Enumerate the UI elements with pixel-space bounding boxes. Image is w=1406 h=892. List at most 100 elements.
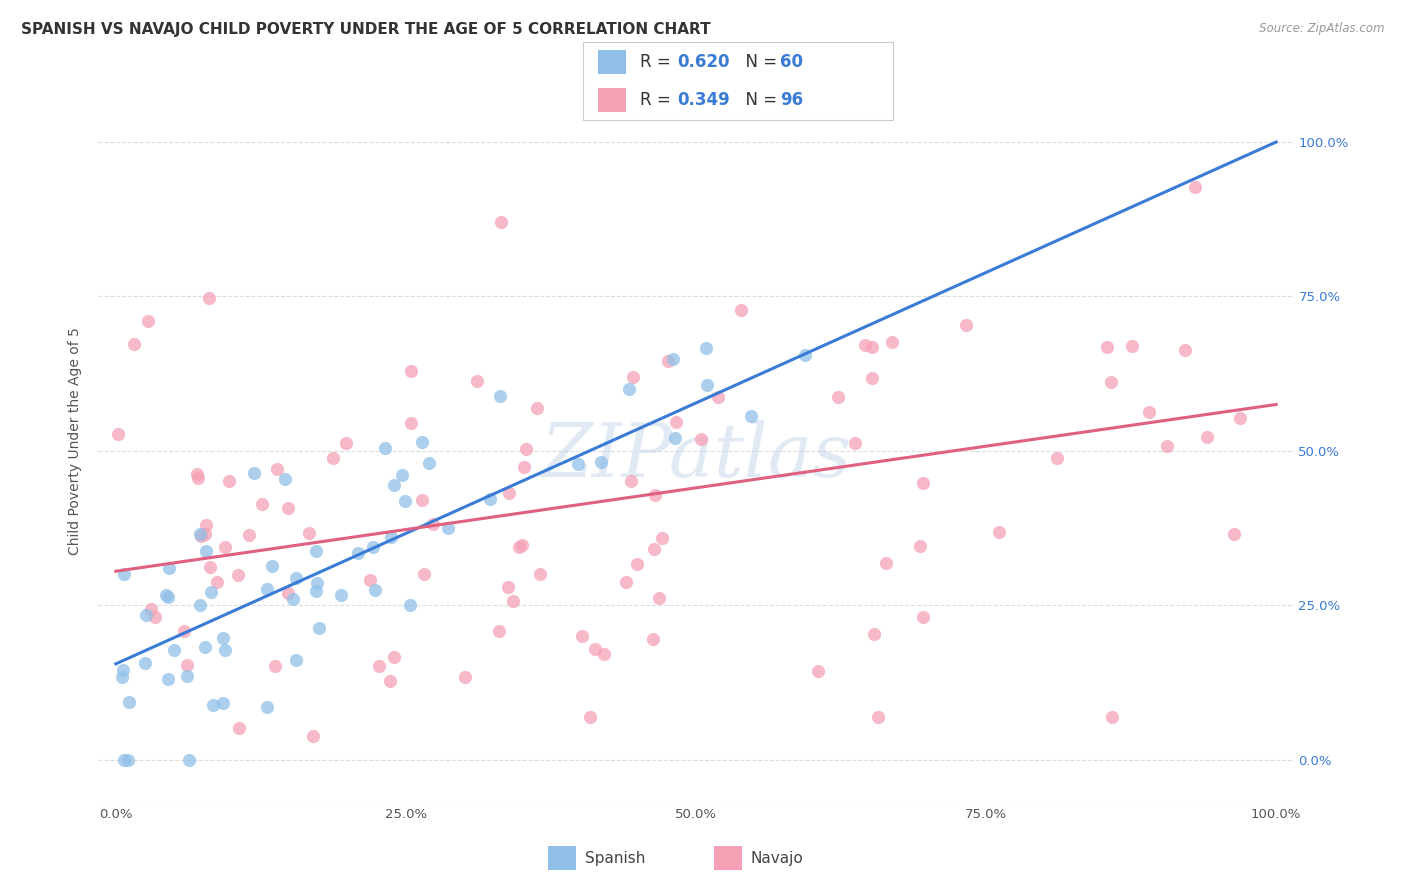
Point (155, 588, 177, 602)
Point (228, 721, 250, 735)
Point (136, 314, 159, 328)
Point (176, 668, 198, 682)
Point (807, 665, 830, 679)
Point (256, 699, 278, 714)
Point (243, 466, 266, 480)
Point (214, 642, 236, 657)
Point (1174, 343, 1197, 357)
Text: 0.620: 0.620 (678, 54, 730, 71)
Point (862, 627, 884, 641)
Point (179, 753, 201, 767)
Point (689, 433, 711, 447)
Text: Source: ZipAtlas.com: Source: ZipAtlas.com (1260, 22, 1385, 36)
Point (987, 524, 1010, 539)
Point (912, 610, 935, 624)
Point (266, 461, 288, 475)
Point (156, 673, 179, 687)
Point (412, 567, 434, 582)
Point (665, 415, 688, 429)
Point (664, 431, 686, 445)
Point (364, 582, 387, 597)
Text: R =: R = (640, 91, 676, 109)
Point (399, 417, 422, 431)
Point (844, 436, 866, 450)
Point (335, 435, 357, 450)
Point (285, 653, 308, 667)
Point (1156, 439, 1178, 453)
Point (1101, 710, 1123, 724)
Point (651, 532, 673, 546)
Point (238, 528, 260, 542)
Point (827, 390, 849, 404)
Text: Navajo: Navajo (751, 851, 804, 865)
Point (510, 538, 533, 552)
Point (657, 353, 679, 368)
Point (1121, 339, 1143, 353)
Point (308, 620, 330, 634)
Point (794, 348, 817, 362)
Text: Spanish: Spanish (585, 851, 645, 865)
Point (382, 649, 405, 664)
Point (422, 516, 444, 531)
Text: ZIPatlas: ZIPatlas (540, 420, 852, 492)
Point (193, 640, 215, 655)
Point (1099, 375, 1122, 389)
Point (912, 475, 935, 490)
Point (1184, 179, 1206, 194)
Point (214, 540, 236, 554)
Point (107, 426, 129, 441)
Point (860, 370, 883, 384)
Point (359, 573, 381, 587)
Point (173, 624, 195, 638)
Point (260, 558, 283, 573)
Point (489, 215, 512, 229)
Point (571, 629, 593, 643)
Point (411, 434, 433, 449)
Point (368, 658, 391, 673)
Point (411, 493, 433, 508)
Point (567, 457, 589, 471)
Point (201, 698, 224, 712)
Point (281, 591, 304, 606)
Point (1229, 410, 1251, 425)
Point (1095, 340, 1118, 354)
Point (643, 632, 665, 646)
Point (695, 341, 717, 355)
Point (190, 598, 212, 612)
Point (198, 560, 221, 574)
Point (502, 594, 524, 608)
Point (1139, 404, 1161, 418)
Point (322, 450, 344, 465)
Text: 60: 60 (780, 54, 803, 71)
Point (1195, 430, 1218, 444)
Point (614, 574, 637, 589)
Point (186, 467, 208, 482)
Point (644, 488, 666, 502)
Point (498, 486, 520, 500)
Point (298, 525, 321, 540)
Point (194, 526, 217, 541)
Point (198, 291, 221, 305)
Point (730, 303, 752, 318)
Point (301, 729, 323, 743)
Point (401, 364, 423, 378)
Point (382, 478, 405, 492)
Point (526, 401, 548, 415)
Point (478, 492, 501, 507)
Point (218, 475, 240, 489)
Point (955, 318, 977, 333)
Point (436, 521, 458, 535)
Point (620, 474, 643, 488)
Point (418, 456, 440, 470)
Point (157, 560, 180, 574)
Point (305, 576, 328, 591)
Point (853, 337, 876, 351)
Point (277, 501, 299, 516)
Point (117, 753, 139, 767)
Text: 96: 96 (780, 91, 803, 109)
Point (305, 544, 328, 558)
Point (380, 530, 402, 544)
Point (274, 473, 297, 487)
Point (361, 540, 384, 554)
Point (592, 648, 614, 662)
